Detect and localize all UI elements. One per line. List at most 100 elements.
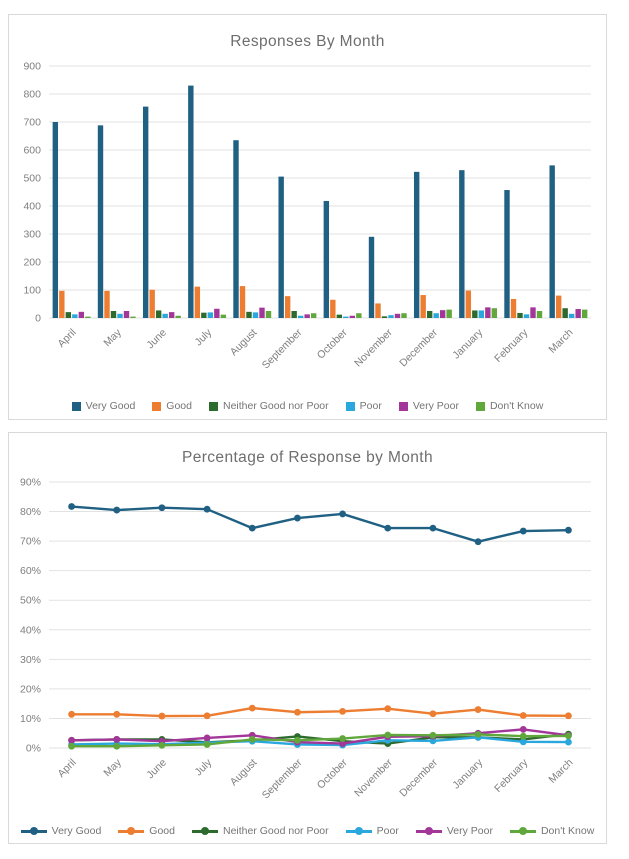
data-point-marker: [429, 710, 437, 718]
data-point-marker: [248, 736, 256, 743]
bar: [478, 310, 485, 318]
bar: [155, 310, 162, 318]
bar: [252, 312, 259, 318]
bar: [310, 313, 317, 318]
bar: [97, 125, 104, 318]
bar: [65, 312, 72, 318]
data-point-marker: [68, 710, 75, 718]
bar: [330, 299, 336, 318]
line-series: [70, 505, 570, 543]
bar: [291, 311, 297, 318]
x-axis-tick-label: August: [228, 757, 260, 789]
legend-label: Very Poor: [412, 400, 459, 412]
legend-item-don-t-know: Don't Know: [509, 825, 594, 837]
bar: [562, 308, 568, 318]
bar-chart-legend: Very Good Good Neither Good nor Poor Poor Ve…: [9, 400, 606, 412]
data-point-marker: [68, 736, 75, 744]
bar: [523, 314, 530, 318]
legend-label: Poor: [359, 400, 382, 412]
data-point-marker: [294, 514, 301, 522]
x-axis-tick-label: July: [193, 756, 215, 778]
bar: [426, 311, 433, 318]
bar: [323, 200, 330, 318]
legend-label: Neither Good nor Poor: [222, 400, 329, 412]
x-axis-tick-label: February: [492, 326, 531, 365]
bar-chart-title: Responses By Month: [230, 33, 385, 50]
y-axis-tick-label: 900: [23, 61, 41, 73]
bar: [142, 106, 149, 318]
bar: [530, 307, 536, 318]
bar: [388, 315, 394, 318]
data-point-marker: [158, 712, 166, 720]
bar: [284, 296, 291, 318]
bar: [413, 171, 420, 318]
bar: [459, 170, 465, 318]
x-axis-tick-label: April: [55, 327, 78, 350]
bar: [52, 122, 59, 318]
bar: [381, 316, 388, 318]
bar: [72, 314, 78, 318]
line-chart-legend: Very Good Good Neither Good nor Poor Poor Ve…: [9, 825, 606, 837]
bar: [110, 311, 117, 318]
bar: [207, 312, 214, 318]
y-axis-tick-label: 600: [23, 145, 41, 157]
bar: [130, 316, 136, 318]
data-point-marker: [113, 506, 121, 514]
bar: [491, 308, 498, 318]
bar: [549, 165, 555, 318]
legend-item-poor: Poor: [345, 400, 382, 412]
x-axis-tick-label: March: [546, 757, 575, 786]
data-point-marker: [384, 731, 392, 739]
percentage-line-chart-panel[interactable]: 0% 10% 20% 30% 40% 50% 60% 70% 80% 90% April May Jun…: [8, 432, 607, 844]
y-axis-tick-label: 0: [35, 313, 41, 325]
bar: [162, 313, 168, 318]
bar: [194, 286, 201, 318]
bar: [439, 310, 446, 318]
bar: [575, 309, 581, 318]
bar-chart-plot: 0 100 200 300 400 500 600 700 800 900 April May June…: [23, 61, 591, 371]
responses-bar-chart-panel[interactable]: 0 100 200 300 400 500 600 700 800 900 April May June…: [8, 14, 607, 420]
data-point-marker: [565, 732, 572, 740]
bar: [265, 311, 272, 318]
bar: [188, 85, 194, 318]
y-axis-tick-label: 10%: [20, 713, 41, 725]
y-axis-tick-label: 40%: [20, 624, 41, 636]
line-chart-title: Percentage of Response by Month: [181, 449, 434, 466]
data-point-marker: [113, 736, 121, 743]
legend-label: Good: [149, 825, 175, 837]
data-point-marker: [474, 731, 482, 738]
legend-item-poor: Poor: [345, 825, 399, 837]
legend-line-marker-icon: [415, 827, 442, 835]
line-chart-plot: 0% 10% 20% 30% 40% 50% 60% 70% 80% 90% April May Jun…: [20, 477, 591, 801]
x-axis-tick-label: December: [397, 326, 440, 369]
x-axis-tick-label: November: [352, 326, 395, 369]
bar: [375, 303, 381, 318]
legend-item-very-poor: Very Poor: [415, 825, 493, 837]
data-point-marker: [565, 738, 572, 746]
bar: [297, 315, 304, 318]
y-axis-tick-label: 0%: [26, 743, 41, 755]
bar: [175, 315, 181, 318]
data-point-marker: [519, 738, 527, 746]
data-point-marker: [519, 725, 527, 733]
bar: [536, 311, 543, 318]
legend-label: Very Good: [85, 400, 136, 412]
data-point-marker: [158, 504, 166, 512]
data-point-marker: [384, 705, 392, 713]
data-point-marker: [339, 707, 346, 715]
bar: [59, 290, 65, 318]
line-series: [70, 733, 570, 748]
data-point-marker: [203, 734, 211, 742]
bar: [304, 314, 310, 318]
legend-item-very-good: Very Good: [20, 825, 101, 837]
legend-line-marker-icon: [118, 827, 145, 835]
bar: [517, 312, 523, 318]
x-axis-tick-label: March: [546, 327, 575, 356]
data-point-marker: [429, 524, 437, 532]
data-point-marker: [339, 740, 346, 747]
y-axis-tick-label: 30%: [20, 654, 41, 666]
bar: [485, 307, 491, 318]
x-axis-tick-label: December: [397, 756, 440, 799]
legend-square-swatch-icon: [152, 401, 162, 411]
x-axis-tick-label: June: [144, 757, 169, 782]
